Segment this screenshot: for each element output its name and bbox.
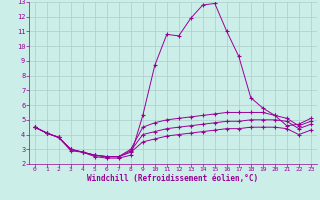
X-axis label: Windchill (Refroidissement éolien,°C): Windchill (Refroidissement éolien,°C) xyxy=(87,174,258,183)
